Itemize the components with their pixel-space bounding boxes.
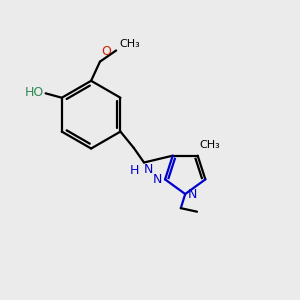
Text: N: N	[188, 188, 197, 200]
Text: CH₃: CH₃	[119, 39, 140, 49]
Text: HO: HO	[24, 86, 44, 99]
Text: N: N	[144, 164, 153, 176]
Text: O: O	[101, 45, 111, 58]
Text: CH₃: CH₃	[199, 140, 220, 150]
Text: N: N	[153, 173, 162, 186]
Text: H: H	[129, 164, 139, 177]
